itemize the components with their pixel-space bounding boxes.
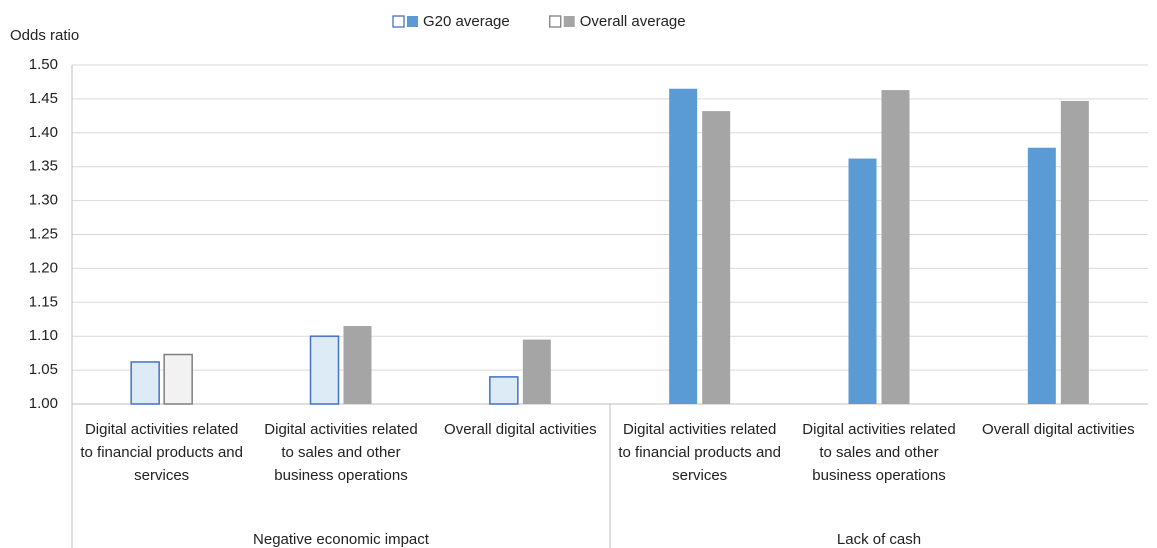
group-label: Lack of cash — [837, 531, 921, 548]
bar — [309, 335, 340, 405]
legend-swatch — [549, 15, 562, 28]
x-tick-label: Overall digital activities — [444, 421, 597, 438]
y-tick-label: 1.20 — [29, 259, 58, 276]
bar — [343, 326, 372, 404]
bar — [669, 88, 698, 404]
y-tick-label: 1.50 — [29, 56, 58, 73]
bar — [130, 361, 160, 405]
x-tick-label: Digital activities related to sales and o… — [264, 421, 417, 484]
bar — [163, 353, 193, 405]
y-tick-label: 1.10 — [29, 327, 58, 344]
x-tick-label: Digital activities related to sales and o… — [802, 421, 955, 484]
y-axis-label: Odds ratio — [10, 27, 79, 44]
legend-swatch — [563, 16, 575, 27]
legend-label: Overall average — [580, 13, 686, 30]
bar — [522, 339, 551, 404]
bar — [1060, 100, 1089, 405]
y-tick-label: 1.35 — [29, 158, 58, 175]
y-tick-label: 1.05 — [29, 361, 58, 378]
legend-swatch — [392, 15, 405, 28]
y-tick-label: 1.40 — [29, 124, 58, 141]
x-tick-label: Overall digital activities — [982, 421, 1135, 438]
bar — [702, 111, 731, 404]
legend-swatch — [407, 16, 418, 27]
y-tick-label: 1.15 — [29, 293, 58, 310]
x-tick-label: Digital activities related to financial p… — [618, 421, 781, 484]
legend-label: G20 average — [423, 13, 510, 30]
group-label: Negative economic impact — [253, 531, 430, 548]
y-tick-label: 1.45 — [29, 90, 58, 107]
y-tick-label: 1.25 — [29, 225, 58, 242]
y-tick-label: 1.00 — [29, 395, 58, 412]
y-tick-label: 1.30 — [29, 192, 58, 209]
bar — [881, 90, 910, 404]
bar — [1027, 147, 1056, 404]
bar — [489, 376, 519, 405]
bar — [848, 158, 877, 404]
x-tick-label: Digital activities related to financial p… — [80, 421, 243, 484]
